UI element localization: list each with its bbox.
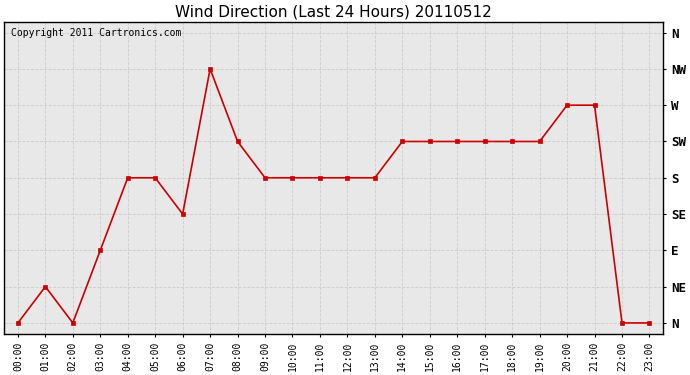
Text: Copyright 2011 Cartronics.com: Copyright 2011 Cartronics.com: [11, 28, 181, 38]
Title: Wind Direction (Last 24 Hours) 20110512: Wind Direction (Last 24 Hours) 20110512: [175, 4, 492, 19]
